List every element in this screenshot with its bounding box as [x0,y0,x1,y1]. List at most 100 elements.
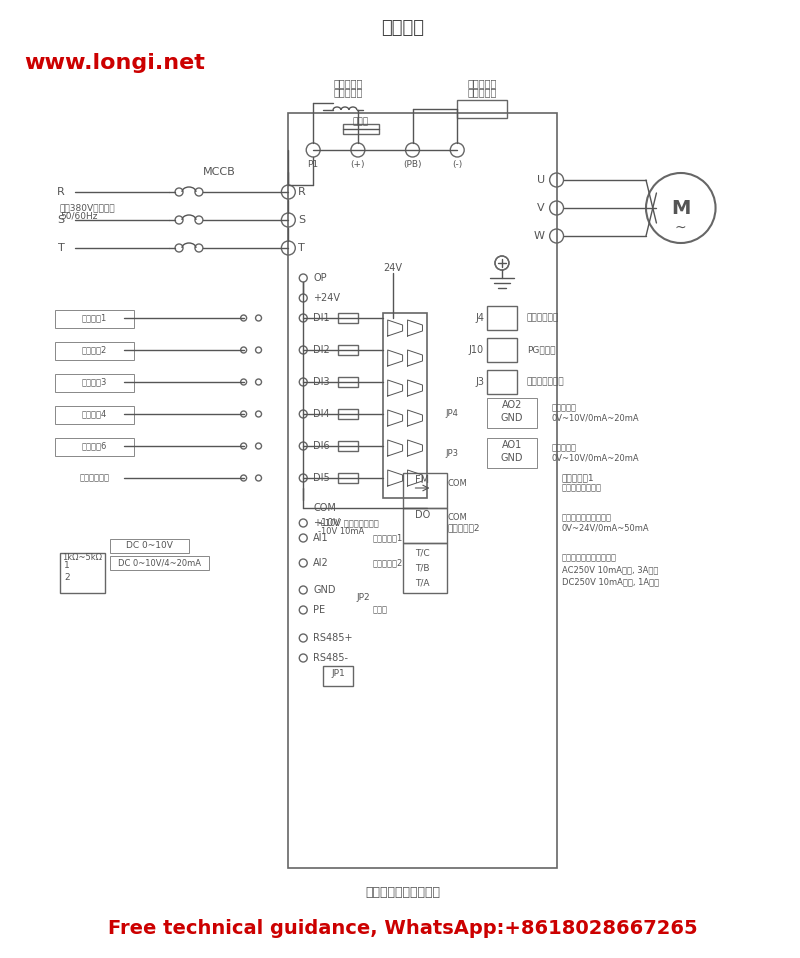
Text: +10V 频率设定定电阻: +10V 频率设定定电阻 [318,518,379,528]
Text: 接线方式: 接线方式 [381,19,424,37]
Text: 故障触点输出（可扩展）: 故障触点输出（可扩展） [562,554,617,562]
Bar [288,113,557,868]
Text: 24V: 24V [383,263,402,273]
Bar [110,539,189,553]
Text: 1: 1 [64,560,70,569]
Text: FM: FM [415,475,430,485]
Text: W: W [534,231,545,241]
Bar [487,370,517,394]
Text: GND: GND [313,585,336,595]
Bar [338,313,358,323]
Text: (-): (-) [452,159,462,169]
Text: (PB): (PB) [403,159,422,169]
Text: RS485-: RS485- [313,653,348,663]
Text: +24V: +24V [313,293,340,303]
Text: 多功能开路集电极输出: 多功能开路集电极输出 [562,513,611,522]
Bar [338,441,358,451]
Text: COM: COM [313,503,336,513]
Text: 数字输入4: 数字输入4 [82,409,107,419]
Text: GND: GND [501,453,523,463]
Bar [402,508,447,543]
Text: DC 0~10V: DC 0~10V [126,541,173,551]
Text: (+): (+) [350,159,365,169]
Text: DI3: DI3 [313,377,330,387]
Text: 制动电阻器: 制动电阻器 [467,78,497,88]
Text: RS485+: RS485+ [313,633,353,643]
Text: DO: DO [415,510,430,520]
Bar [110,556,209,570]
Text: ~: ~ [675,221,686,235]
Text: （选购件）: （选购件） [467,87,497,97]
Text: DI2: DI2 [313,345,330,355]
Text: PG卡接口: PG卡接口 [526,346,555,354]
Text: T/B: T/B [415,563,430,573]
Bar [487,306,517,330]
Text: Free technical guidance, WhatsApp:+8618028667265: Free technical guidance, WhatsApp:+86180… [108,919,698,938]
Bar [338,345,358,355]
Text: 模拟量输出: 模拟量输出 [552,403,577,413]
Text: 数字输入1: 数字输入1 [82,313,107,323]
Text: 模拟量输出: 模拟量输出 [552,444,577,452]
Text: 高速脉冲输入: 高速脉冲输入 [80,473,110,483]
Text: JP4: JP4 [446,408,458,418]
Bar [487,398,537,428]
Text: S: S [298,215,306,225]
Text: DC 0~10V/4~20mA: DC 0~10V/4~20mA [118,559,201,567]
Bar [60,553,105,593]
Text: T/A: T/A [415,579,430,587]
Text: J3: J3 [475,377,484,387]
Text: MCCB: MCCB [202,167,235,177]
Bar [55,342,134,360]
Bar [55,406,134,424]
Text: P1: P1 [308,159,318,169]
Text: J10: J10 [469,345,484,355]
Text: AC250V 10mA以上, 3A以下: AC250V 10mA以上, 3A以下 [562,565,658,575]
Text: 数字输入2: 数字输入2 [82,346,107,354]
Text: OP: OP [313,273,327,283]
Text: 三相变频器接线示意图: 三相变频器接线示意图 [365,886,440,900]
Text: -10V 10mA: -10V 10mA [318,527,364,536]
Text: 直流电抗器: 直流电抗器 [334,78,362,88]
Bar [55,438,134,456]
Text: DI5: DI5 [313,473,330,483]
Text: 接机壳: 接机壳 [373,605,388,614]
Bar [402,473,447,508]
Text: T: T [58,243,65,253]
Text: GND: GND [501,413,523,423]
Text: AO2: AO2 [502,400,522,410]
Text: 短路片: 短路片 [353,118,369,126]
Text: R: R [298,187,306,197]
Text: J4: J4 [475,313,484,323]
Text: 开路集电极2: 开路集电极2 [447,523,480,533]
Text: JP2: JP2 [356,594,370,603]
Text: U: U [537,175,545,185]
Text: DI1: DI1 [313,313,330,323]
Bar [338,409,358,419]
Text: M: M [671,198,690,217]
Text: DI6: DI6 [313,441,330,451]
Bar [323,666,353,686]
Text: 1kΩ~5kΩ: 1kΩ~5kΩ [62,554,102,562]
Bar [55,310,134,328]
Text: T: T [298,243,305,253]
Text: 0V~10V/0mA~20mA: 0V~10V/0mA~20mA [552,453,639,463]
Text: JP3: JP3 [446,448,458,458]
Text: JP1: JP1 [331,669,345,677]
Text: 数字输入6: 数字输入6 [82,442,107,450]
Text: 外引键盘接口: 外引键盘接口 [526,313,559,323]
Text: S: S [58,215,65,225]
Text: 模拟量输入2: 模拟量输入2 [373,559,403,567]
Text: 开路集电极1: 开路集电极1 [562,473,594,483]
Text: 模拟量输入1: 模拟量输入1 [373,534,403,542]
Bar [55,374,134,392]
Bar [487,338,517,362]
Text: 0V~24V/0mA~50mA: 0V~24V/0mA~50mA [562,523,649,533]
Text: 功能扩展卡接口: 功能扩展卡接口 [526,377,565,386]
Text: 0V~10V/0mA~20mA: 0V~10V/0mA~20mA [552,414,639,422]
Text: T/C: T/C [415,549,430,558]
Bar [458,100,507,118]
Bar [343,124,378,134]
Bar [487,438,537,468]
Text: +10V: +10V [313,518,340,528]
Text: AI1: AI1 [313,533,329,543]
